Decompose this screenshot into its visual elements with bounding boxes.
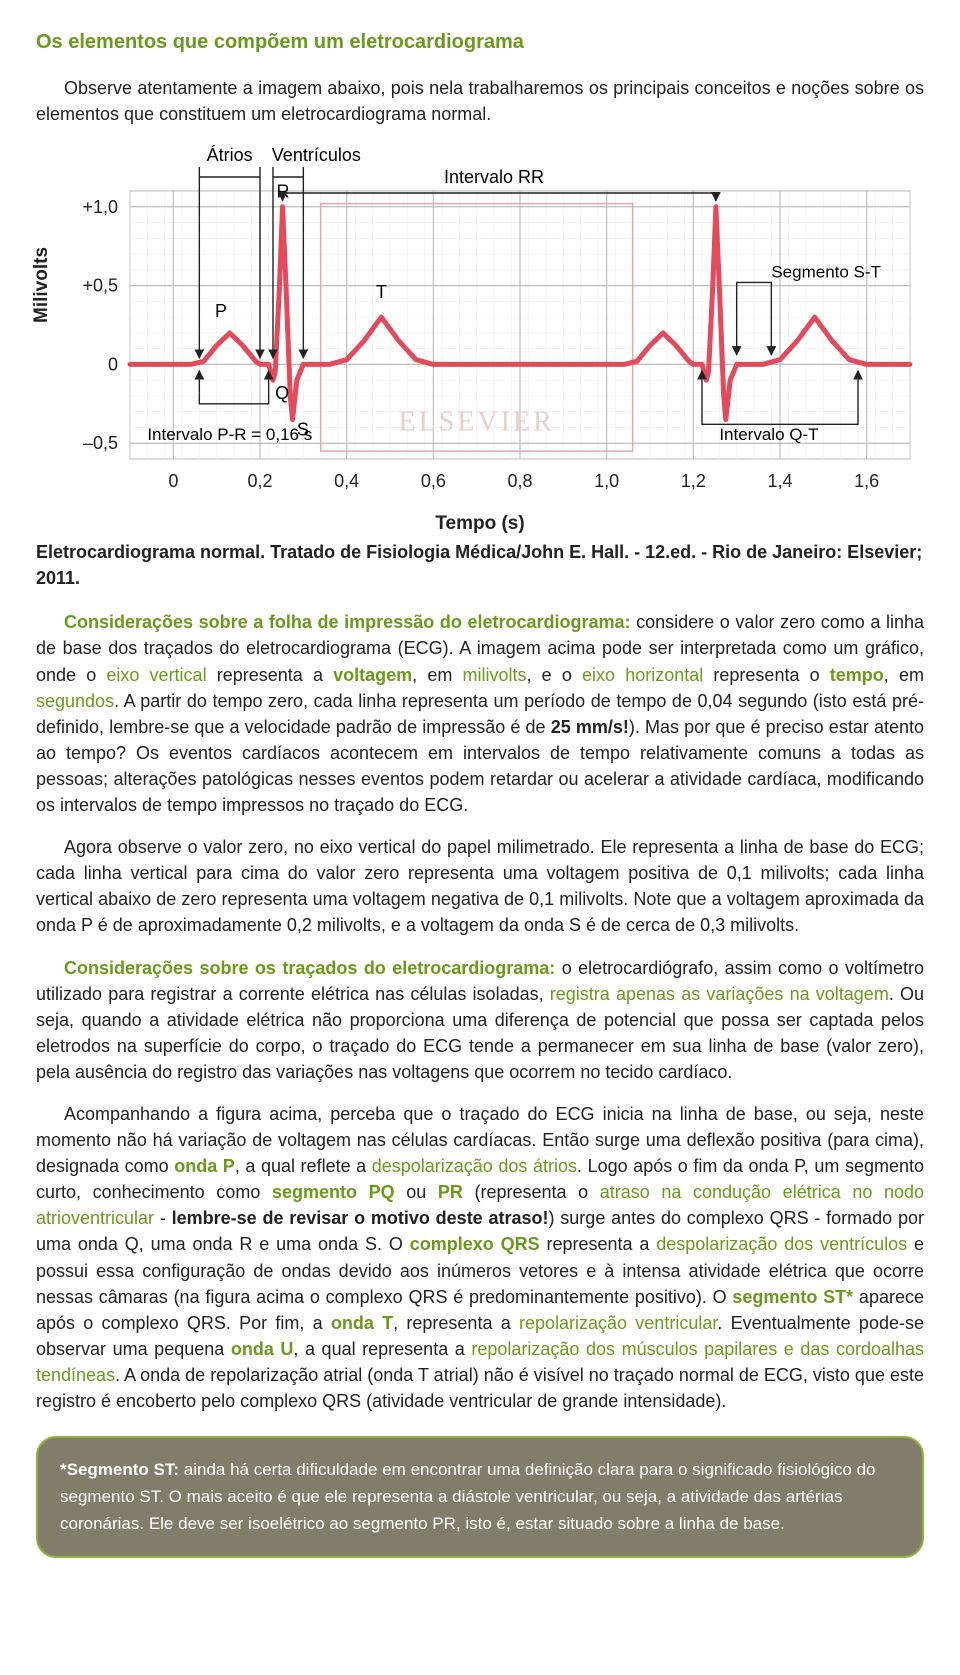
- svg-text:0,8: 0,8: [507, 471, 532, 491]
- svg-text:Intervalo Q-T: Intervalo Q-T: [719, 425, 818, 444]
- note-text: ainda há certa dificuldade em encontrar …: [60, 1460, 876, 1533]
- p1-g6: segundos: [36, 691, 114, 711]
- p1-t2: representa a: [207, 665, 334, 685]
- svg-text:1,0: 1,0: [594, 471, 619, 491]
- p1-t3: , em: [412, 665, 462, 685]
- p1-g5: tempo: [830, 665, 884, 685]
- p1-t4: , e o: [527, 665, 583, 685]
- svg-text:ELSEVIER: ELSEVIER: [399, 407, 555, 438]
- svg-text:Átrios: Átrios: [207, 145, 253, 165]
- svg-text:1,6: 1,6: [854, 471, 879, 491]
- svg-text:Ventrículos: Ventrículos: [272, 145, 361, 165]
- p4-t4: ou: [395, 1182, 438, 1202]
- y-axis-label: Milivolts: [28, 247, 56, 323]
- p1-g3: milivolts: [462, 665, 526, 685]
- ecg-chart: ELSEVIER 0 0,2 0,4 0,6 0,8 1,0 1,2 1,4 1,6 +1,0 +0,…: [40, 143, 920, 503]
- svg-text:0: 0: [108, 355, 118, 375]
- svg-text:Intervalo RR: Intervalo RR: [444, 167, 544, 187]
- p1-lead: Considerações sobre a folha de impressão…: [64, 612, 631, 632]
- figure-caption: Eletrocardiograma normal. Tratado de Fis…: [36, 539, 924, 591]
- svg-text:Segmento S-T: Segmento S-T: [771, 263, 881, 282]
- svg-text:–0,5: –0,5: [83, 433, 118, 453]
- p4-t8: representa a: [540, 1234, 657, 1254]
- p4-g6: complexo QRS: [410, 1234, 540, 1254]
- p4-g4: PR: [438, 1182, 463, 1202]
- p4-g10: repolarização ventricular: [519, 1313, 717, 1333]
- svg-text:Intervalo P-R = 0,16 s: Intervalo P-R = 0,16 s: [147, 425, 312, 444]
- intro-paragraph: Observe atentamente a imagem abaixo, poi…: [36, 75, 924, 127]
- svg-text:0,2: 0,2: [247, 471, 272, 491]
- svg-text:0,4: 0,4: [334, 471, 359, 491]
- svg-text:0: 0: [168, 471, 178, 491]
- p4-t14: . A onda de repolarização atrial (onda T…: [36, 1365, 924, 1411]
- svg-text:0,6: 0,6: [421, 471, 446, 491]
- page-title: Os elementos que compõem um eletrocardio…: [36, 28, 924, 57]
- p4-g8: segmento ST*: [732, 1287, 853, 1307]
- svg-text:1,2: 1,2: [681, 471, 706, 491]
- p4-g2: despolarização dos átrios: [372, 1156, 577, 1176]
- p4-t6: -: [154, 1208, 172, 1228]
- svg-text:T: T: [376, 282, 387, 302]
- p4-g9: onda T: [331, 1313, 393, 1333]
- p4-g3: segmento PQ: [272, 1182, 395, 1202]
- svg-text:P: P: [215, 301, 227, 321]
- svg-text:1,4: 1,4: [767, 471, 792, 491]
- p4-g1: onda P: [174, 1156, 235, 1176]
- svg-text:+0,5: +0,5: [82, 276, 118, 296]
- p4-b1: lembre-se de revisar o motivo deste atra…: [172, 1208, 549, 1228]
- p1-g2: voltagem: [333, 665, 412, 685]
- p4-t2: , a qual reflete a: [235, 1156, 372, 1176]
- p4-t13: , a qual representa a: [293, 1339, 471, 1359]
- ecg-figure: Milivolts ELSEVIER00,20,40,60,81,01,21,4…: [40, 143, 920, 533]
- paragraph-impressao: Considerações sobre a folha de impressão…: [36, 609, 924, 818]
- note-segmento-st: *Segmento ST: ainda há certa dificuldade…: [36, 1436, 924, 1558]
- svg-text:+1,0: +1,0: [82, 197, 118, 217]
- p4-g11: onda U: [231, 1339, 294, 1359]
- p4-g7: despolarização dos ventrículos: [656, 1234, 907, 1254]
- paragraph-zero: Agora observe o valor zero, no eixo vert…: [36, 834, 924, 938]
- paragraph-ondas: Acompanhando a figura acima, perceba que…: [36, 1101, 924, 1414]
- p1-t6: , em: [884, 665, 924, 685]
- p3-lead: Considerações sobre os traçados do eletr…: [64, 958, 555, 978]
- p4-t5: (representa o: [463, 1182, 600, 1202]
- p1-t5: representa o: [703, 665, 830, 685]
- p1-g1: eixo vertical: [106, 665, 206, 685]
- p1-b1: 25 mm/s!: [551, 717, 629, 737]
- x-axis-label: Tempo (s): [40, 510, 920, 538]
- note-lead: *Segmento ST:: [60, 1460, 179, 1479]
- svg-text:Q: Q: [275, 383, 289, 403]
- p1-g4: eixo horizontal: [582, 665, 703, 685]
- paragraph-tracados: Considerações sobre os traçados do eletr…: [36, 955, 924, 1085]
- p3-g1: registra apenas as variações na voltagem: [550, 984, 889, 1004]
- p4-t11: , representa a: [393, 1313, 519, 1333]
